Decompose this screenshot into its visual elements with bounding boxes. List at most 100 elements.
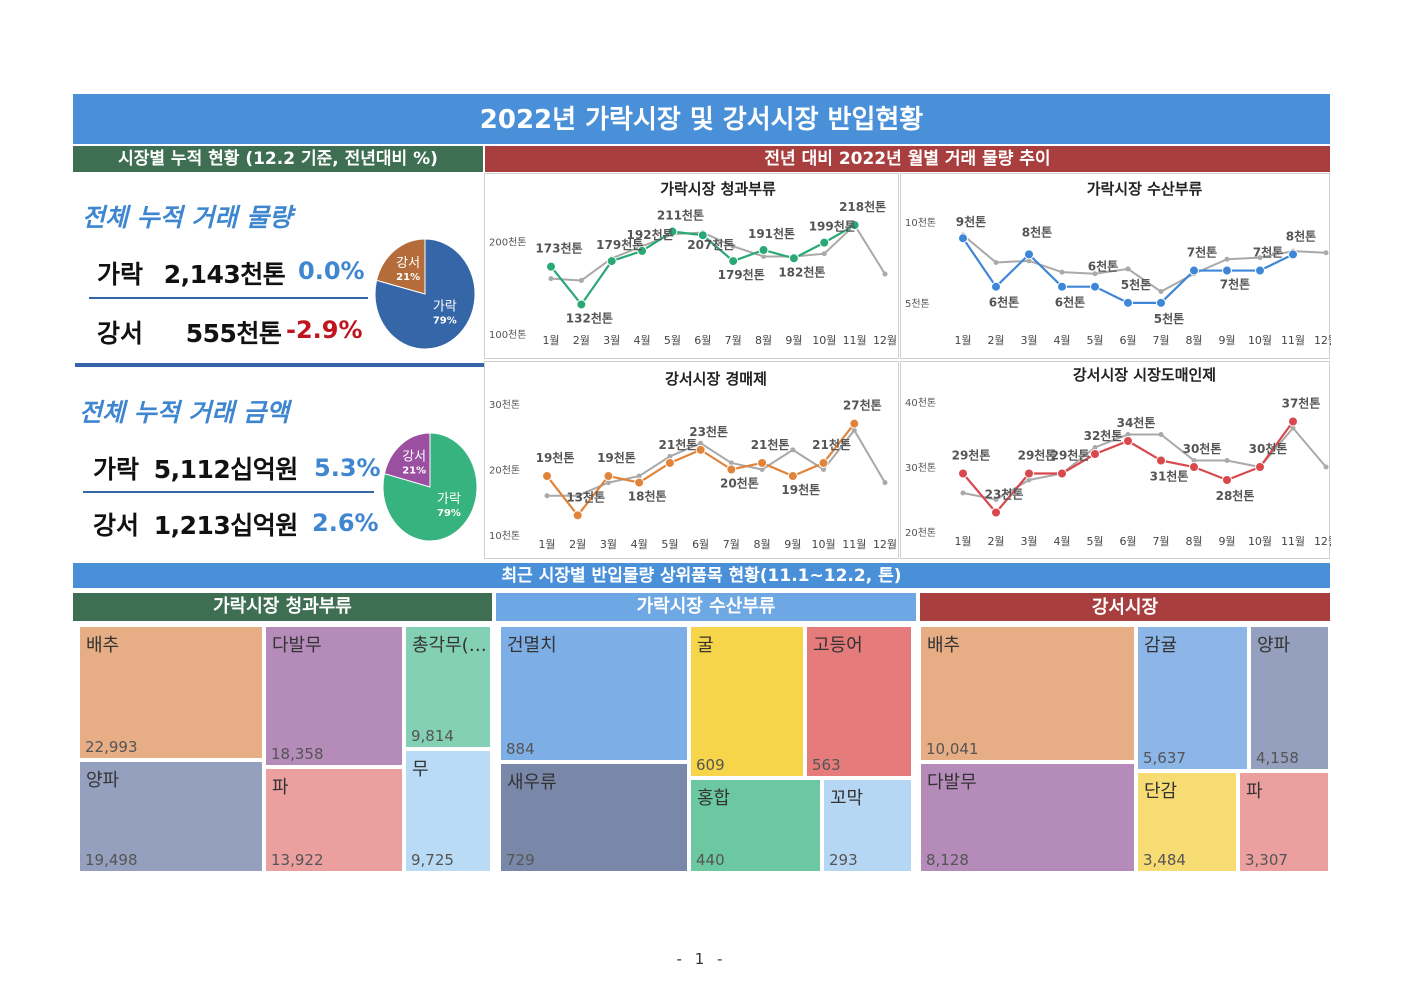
volume-value: 555천톤 [185, 319, 282, 348]
tile-value: 13,922 [271, 851, 324, 869]
data-point-prev-year [698, 440, 704, 446]
x-tick-label: 7월 [725, 334, 742, 347]
data-point-2022 [1255, 265, 1265, 276]
treemap-tile: 다발무 18,358 [264, 625, 404, 767]
series-line-prev-year [550, 223, 886, 282]
data-point-2022 [1255, 462, 1265, 472]
x-tick-label: 2월 [573, 334, 590, 347]
tile-value: 4,158 [1256, 749, 1299, 767]
data-point-2022 [1189, 462, 1199, 472]
x-tick-label: 9월 [1218, 334, 1235, 347]
tile-label: 배추 [927, 635, 961, 656]
data-point-prev-year [548, 276, 554, 282]
data-label: 13천톤 [566, 489, 605, 504]
data-point-2022 [606, 256, 617, 267]
x-tick-label: 2월 [987, 334, 1004, 347]
data-label: 192천톤 [627, 227, 674, 242]
x-tick-label: 10월 [1248, 535, 1272, 548]
x-tick-label: 1월 [538, 538, 555, 551]
x-tick-label: 9월 [785, 334, 802, 347]
volume-market: 강서 [97, 319, 144, 348]
data-point-2022 [1057, 468, 1067, 479]
tile-label: 배추 [86, 635, 120, 656]
data-point-2022 [1057, 281, 1067, 292]
treemap-tile: 홍합 440 [689, 778, 822, 873]
x-tick-label: 3월 [603, 334, 620, 347]
data-point-prev-year [1224, 256, 1230, 262]
data-label: 19천톤 [536, 450, 575, 465]
tile-value: 3,484 [1143, 851, 1186, 869]
x-tick-label: 12월 [873, 538, 897, 551]
x-tick-label: 7월 [723, 538, 740, 551]
x-tick-label: 3월 [1020, 535, 1037, 548]
x-tick-label: 12월 [873, 334, 897, 347]
data-point-2022 [787, 471, 798, 482]
volume-value: 2,143천톤 [163, 260, 286, 289]
x-tick-label: 8월 [755, 334, 772, 347]
data-point-2022 [697, 230, 708, 241]
treemap-garak-seafood: 건멸치 884 굴 609 고등어 563 새우류 729 홍합 440 꼬막 … [499, 625, 913, 873]
chart-panel-garak-produce: 가락시장 청과부류 100천톤 200천톤 1월 2월 3월 4월 5월 6월 7월 8월 9월 10월… [484, 173, 899, 359]
chart-title: 강서시장 경매제 [665, 370, 767, 388]
data-point-prev-year [730, 243, 736, 249]
data-point-prev-year [1158, 432, 1164, 437]
treemap-tile: 양파 4,158 [1249, 625, 1330, 771]
data-point-prev-year [1290, 425, 1296, 431]
chart-title: 가락시장 수산부류 [1087, 180, 1203, 198]
tile-label: 다발무 [272, 635, 322, 656]
data-point-prev-year [728, 460, 734, 466]
data-point-2022 [958, 233, 968, 244]
page-number: - 1 - [676, 950, 727, 968]
tile-value: 10,041 [926, 740, 979, 758]
data-label: 21천톤 [812, 437, 851, 452]
tile-label: 양파 [86, 770, 120, 791]
volume-row-garak: 가락 2,143천톤 [97, 255, 286, 291]
data-point-prev-year [1026, 477, 1032, 483]
amount-pie-slice-pct: 21% [402, 466, 426, 477]
x-tick-label: 8월 [1185, 334, 1202, 347]
data-point-prev-year [544, 493, 550, 499]
data-label: 31천톤 [1150, 469, 1189, 484]
x-tick-label: 4월 [1053, 334, 1070, 347]
amount-row-garak: 가락 5,112십억원 [93, 450, 298, 486]
data-label: 132천톤 [566, 310, 613, 325]
data-point-2022 [757, 457, 768, 468]
x-tick-label: 10월 [1248, 334, 1272, 347]
x-tick-label: 7월 [1152, 535, 1169, 548]
data-point-2022 [1123, 436, 1133, 446]
amount-pct-garak: 5.3% [314, 454, 381, 482]
data-label: 5천톤 [1154, 311, 1184, 326]
data-point-prev-year [1257, 255, 1263, 261]
x-tick-label: 4월 [634, 334, 651, 347]
data-point-2022 [1222, 475, 1232, 485]
tile-value: 19,498 [85, 851, 138, 869]
data-point-prev-year [1323, 250, 1329, 256]
data-point-2022 [634, 477, 645, 488]
kpi-separator [75, 363, 484, 367]
data-point-2022 [728, 256, 739, 267]
treemap-tile: 총각무(… 9,814 [404, 625, 492, 749]
data-point-2022 [1090, 281, 1100, 292]
data-point-2022 [546, 261, 556, 272]
data-point-2022 [1288, 416, 1298, 427]
treemap-title: 가락시장 수산부류 [636, 596, 776, 617]
data-point-prev-year [993, 497, 999, 502]
right-section-title: 전년 대비 2022년 월별 거래 물량 추이 [764, 149, 1051, 169]
data-label: 6천톤 [989, 295, 1019, 310]
data-label: 179천톤 [596, 237, 643, 252]
volume-row-gangseo: 강서 555천톤 [97, 314, 282, 350]
amount-divider [83, 491, 374, 493]
data-label: 18천톤 [628, 489, 667, 504]
data-label: 173천톤 [535, 241, 582, 256]
data-label: 6천톤 [1088, 259, 1118, 274]
data-label: 34천톤 [1117, 415, 1156, 430]
data-label: 207천톤 [687, 237, 734, 252]
tile-value: 884 [506, 740, 535, 758]
tile-label: 파 [272, 777, 289, 798]
tile-value: 440 [696, 851, 725, 869]
x-tick-label: 10월 [811, 538, 835, 551]
data-label: 6천톤 [1055, 295, 1085, 310]
line-chart-gangseo-auction: 강서시장 경매제 10천톤 20천톤 30천톤 1월 2월 3월 4월 5월 6월 7월 8월 9월 10… [489, 370, 897, 551]
tile-label: 양파 [1257, 635, 1291, 656]
